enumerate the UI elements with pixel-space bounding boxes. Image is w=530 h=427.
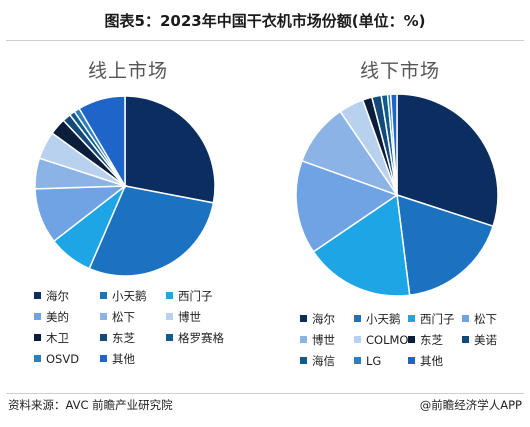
- online-legend-swatch: [100, 334, 107, 341]
- offline-legend-label: 西门子: [420, 312, 455, 326]
- offline-legend-item: 西门子: [408, 311, 455, 327]
- online-legend-label: 松下: [112, 310, 135, 324]
- chart-title: 图表5：2023年中国干衣机市场份额(单位：%): [104, 12, 426, 30]
- online-legend-item: OSVD: [34, 351, 79, 367]
- online-legend-label: 其他: [112, 352, 135, 366]
- offline-legend-swatch: [462, 336, 469, 343]
- offline-slice-3: [295, 159, 399, 253]
- offline-legend-item: 美诺: [462, 332, 497, 348]
- offline-legend-item: 其他: [408, 353, 443, 369]
- online-legend-swatch: [100, 313, 107, 320]
- online-slice-10: [78, 95, 126, 189]
- offline-slice-2: [312, 193, 411, 297]
- online-legend-swatch: [166, 292, 173, 299]
- offline-legend-swatch: [354, 357, 361, 364]
- offline-legend-swatch: [462, 315, 469, 322]
- offline-legend-item: 博世: [300, 332, 335, 348]
- online-slice-1: [88, 185, 215, 277]
- online-legend-swatch: [34, 355, 41, 362]
- offline-legend-swatch: [408, 357, 415, 364]
- online-slice-0: [124, 95, 216, 204]
- offline-legend-swatch: [300, 336, 307, 343]
- offline-legend-label: 松下: [474, 312, 497, 326]
- offline-legend-item: LG: [354, 353, 381, 369]
- online-legend-label: 海尔: [46, 289, 69, 303]
- online-legend-item: 松下: [100, 309, 135, 325]
- online-legend-swatch: [34, 334, 41, 341]
- brand-note: @前瞻经济学人APP: [419, 398, 522, 412]
- footer-divider: [6, 393, 524, 394]
- online-legend-item: 格罗赛格: [166, 330, 224, 346]
- online-pie-title: 线上市场: [88, 60, 169, 82]
- offline-legend-label: 海信: [312, 354, 335, 368]
- source-note: 资料来源：AVC 前瞻产业研究院: [8, 398, 173, 412]
- offline-slice-0: [396, 93, 499, 228]
- online-legend-item: 其他: [100, 351, 135, 367]
- offline-legend-label: 东芝: [420, 333, 443, 347]
- online-legend-label: 博世: [178, 310, 201, 324]
- offline-legend-label: 小天鹅: [366, 312, 401, 326]
- online-legend-label: 美的: [46, 310, 69, 324]
- offline-legend-swatch: [354, 315, 361, 322]
- offline-legend-swatch: [354, 336, 361, 343]
- offline-legend-item: 小天鹅: [354, 311, 401, 327]
- online-pie-chart: [34, 95, 216, 277]
- online-legend-item: 美的: [34, 309, 69, 325]
- offline-slice-1: [396, 193, 495, 297]
- online-legend-swatch: [100, 292, 107, 299]
- online-legend-label: 西门子: [178, 289, 213, 303]
- online-legend-label: 木卫: [46, 331, 69, 345]
- offline-legend-item: 松下: [462, 311, 497, 327]
- online-legend-swatch: [34, 292, 41, 299]
- online-legend-swatch: [166, 313, 173, 320]
- offline-pie-chart: [295, 93, 499, 297]
- offline-legend-swatch: [300, 315, 307, 322]
- online-legend-item: 东芝: [100, 330, 135, 346]
- offline-legend-item: COLMO: [354, 332, 408, 348]
- online-legend-item: 木卫: [34, 330, 69, 346]
- online-legend-item: 小天鹅: [100, 288, 147, 304]
- offline-legend: 海尔 小天鹅 西门子 松下博世 COLMO 东芝 美诺海信 LG 其他: [300, 311, 530, 371]
- online-legend-label: 东芝: [112, 331, 135, 345]
- offline-legend-label: 美诺: [474, 333, 497, 347]
- offline-legend-label: COLMO: [366, 333, 409, 347]
- online-legend-item: 博世: [166, 309, 201, 325]
- online-legend-label: 小天鹅: [112, 289, 147, 303]
- online-legend-swatch: [100, 355, 107, 362]
- online-legend-item: 西门子: [166, 288, 213, 304]
- offline-legend-label: 博世: [312, 333, 335, 347]
- offline-legend-swatch: [300, 357, 307, 364]
- offline-legend-item: 海信: [300, 353, 335, 369]
- offline-legend-label: 海尔: [312, 312, 335, 326]
- offline-legend-label: 其他: [420, 354, 443, 368]
- offline-legend-item: 海尔: [300, 311, 335, 327]
- offline-pie-title: 线下市场: [360, 60, 441, 82]
- offline-legend-swatch: [408, 336, 415, 343]
- online-legend-swatch: [34, 313, 41, 320]
- online-legend: 海尔 小天鹅 西门子美的 松下 博世木卫 东芝 格罗赛格 OSVD 其他: [34, 288, 254, 372]
- online-legend-item: 海尔: [34, 288, 69, 304]
- online-legend-label: 格罗赛格: [178, 331, 224, 345]
- online-legend-swatch: [166, 334, 173, 341]
- online-legend-label: OSVD: [46, 352, 80, 366]
- offline-legend-swatch: [408, 315, 415, 322]
- offline-legend-item: 东芝: [408, 332, 443, 348]
- offline-slice-10: [389, 93, 398, 196]
- offline-legend-label: LG: [366, 354, 382, 368]
- title-divider: [6, 40, 524, 41]
